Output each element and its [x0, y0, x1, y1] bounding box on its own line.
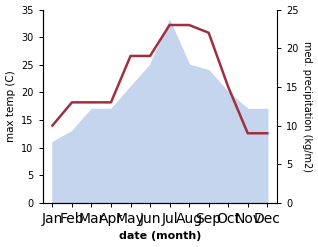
X-axis label: date (month): date (month): [119, 231, 201, 242]
Y-axis label: max temp (C): max temp (C): [5, 70, 16, 142]
Y-axis label: med. precipitation (kg/m2): med. precipitation (kg/m2): [302, 41, 313, 172]
